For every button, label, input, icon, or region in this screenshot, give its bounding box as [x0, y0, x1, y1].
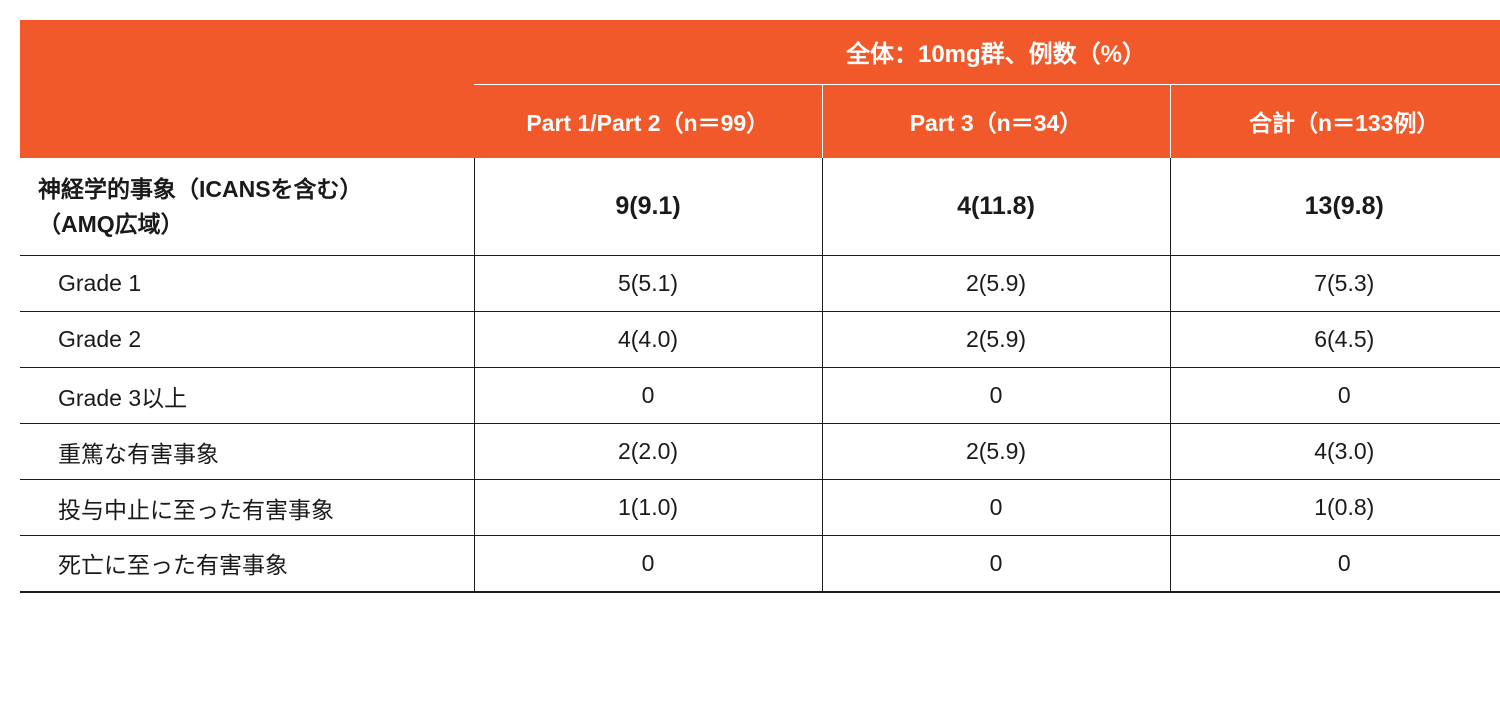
header-col-part3: Part 3（n＝34）: [822, 84, 1170, 158]
row-value: 0: [474, 536, 822, 592]
row-value: 4(3.0): [1170, 424, 1500, 480]
row-value: 0: [822, 368, 1170, 424]
table-row: 重篤な有害事象 2(2.0) 2(5.9) 4(3.0): [20, 424, 1500, 480]
adverse-events-table: 全体：10mg群、例数（%） Part 1/Part 2（n＝99） Part …: [20, 20, 1500, 593]
row-value: 1(0.8): [1170, 480, 1500, 536]
row-value: 0: [1170, 536, 1500, 592]
header-col-part12: Part 1/Part 2（n＝99）: [474, 84, 822, 158]
row-label: Grade 2: [20, 312, 474, 368]
row-value: 13(9.8): [1170, 158, 1500, 256]
table-row: Grade 3以上 0 0 0: [20, 368, 1500, 424]
table-row: Grade 2 4(4.0) 2(5.9) 6(4.5): [20, 312, 1500, 368]
table-row: 神経学的事象（ICANSを含む） （AMQ広域） 9(9.1) 4(11.8) 1…: [20, 158, 1500, 256]
row-value: 2(5.9): [822, 312, 1170, 368]
row-value: 4(4.0): [474, 312, 822, 368]
row-value: 0: [822, 480, 1170, 536]
header-corner: [20, 20, 474, 158]
row-value: 1(1.0): [474, 480, 822, 536]
header-group-title: 全体：10mg群、例数（%）: [474, 20, 1500, 84]
header-col-total: 合計（n＝133例）: [1170, 84, 1500, 158]
row-label: 投与中止に至った有害事象: [20, 480, 474, 536]
row-value: 2(5.9): [822, 256, 1170, 312]
row-value: 2(2.0): [474, 424, 822, 480]
row-value: 5(5.1): [474, 256, 822, 312]
row-label: 死亡に至った有害事象: [20, 536, 474, 592]
row-value: 0: [474, 368, 822, 424]
row-label-line2: （AMQ広域）: [38, 211, 184, 237]
row-value: 0: [822, 536, 1170, 592]
row-label: 重篤な有害事象: [20, 424, 474, 480]
table-row: 死亡に至った有害事象 0 0 0: [20, 536, 1500, 592]
row-value: 4(11.8): [822, 158, 1170, 256]
table-body: 神経学的事象（ICANSを含む） （AMQ広域） 9(9.1) 4(11.8) 1…: [20, 158, 1500, 592]
row-label-line1: 神経学的事象（ICANSを含む）: [38, 176, 363, 202]
row-value: 7(5.3): [1170, 256, 1500, 312]
table-header: 全体：10mg群、例数（%） Part 1/Part 2（n＝99） Part …: [20, 20, 1500, 158]
table-row: Grade 1 5(5.1) 2(5.9) 7(5.3): [20, 256, 1500, 312]
row-label: Grade 3以上: [20, 368, 474, 424]
row-value: 6(4.5): [1170, 312, 1500, 368]
row-value: 2(5.9): [822, 424, 1170, 480]
row-value: 0: [1170, 368, 1500, 424]
table-row: 投与中止に至った有害事象 1(1.0) 0 1(0.8): [20, 480, 1500, 536]
row-label: 神経学的事象（ICANSを含む） （AMQ広域）: [20, 158, 474, 256]
row-value: 9(9.1): [474, 158, 822, 256]
row-label: Grade 1: [20, 256, 474, 312]
